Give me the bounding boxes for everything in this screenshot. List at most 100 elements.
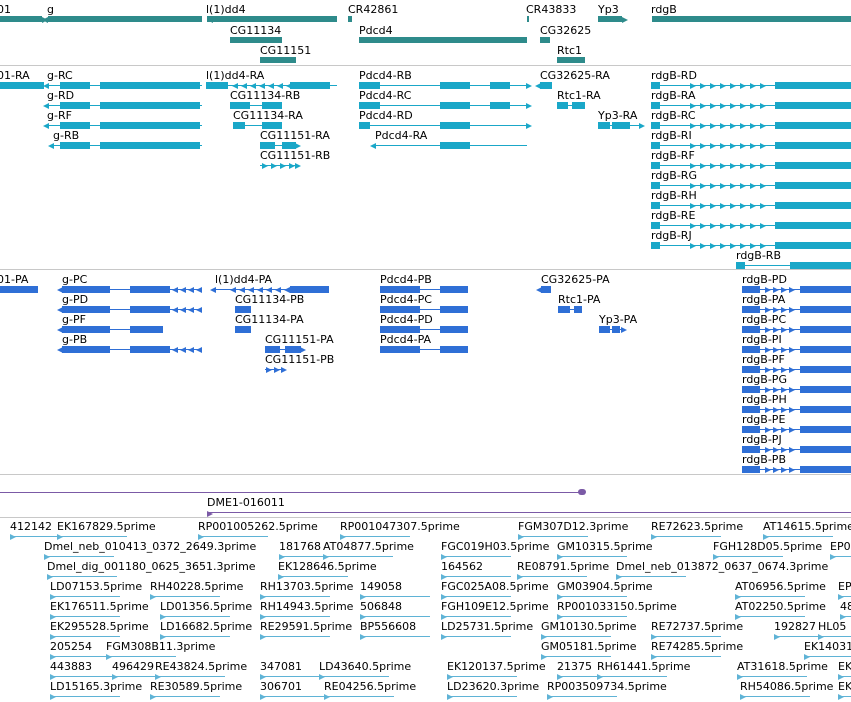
transcript-exon[interactable] bbox=[282, 142, 296, 149]
feature-label[interactable]: CG11151-PA bbox=[265, 333, 334, 346]
transcript-exon[interactable] bbox=[60, 122, 90, 129]
est-line[interactable] bbox=[50, 596, 120, 597]
transcript-exon[interactable] bbox=[598, 122, 610, 129]
protein-exon[interactable] bbox=[800, 286, 851, 293]
est-line[interactable] bbox=[160, 636, 230, 637]
feature-label[interactable]: RP001005262.5prime bbox=[198, 520, 318, 533]
feature-label[interactable]: 205254 bbox=[50, 640, 92, 653]
feature-label[interactable]: RE74285.5prime bbox=[651, 640, 744, 653]
feature-label[interactable]: RE43824.5prime bbox=[155, 660, 248, 673]
protein-exon[interactable] bbox=[800, 446, 851, 453]
protein-exon[interactable] bbox=[440, 326, 468, 333]
feature-label[interactable]: FGC025A08.5prime bbox=[441, 580, 549, 593]
protein-intron-line[interactable] bbox=[742, 309, 851, 310]
feature-label[interactable]: rdgB-RD bbox=[651, 69, 697, 82]
transcript-intron-line[interactable] bbox=[260, 145, 296, 146]
transcript-exon[interactable] bbox=[736, 262, 745, 269]
est-line[interactable] bbox=[557, 676, 627, 677]
transcript-exon[interactable] bbox=[206, 82, 228, 89]
transcript-exon[interactable] bbox=[775, 242, 851, 249]
feature-label[interactable]: l(1)dd4-RA bbox=[206, 69, 265, 82]
est-line[interactable] bbox=[340, 536, 410, 537]
feature-label[interactable]: Pdcd4-RB bbox=[359, 69, 412, 82]
transcript-exon[interactable] bbox=[775, 142, 851, 149]
feature-label[interactable]: rdgB-PG bbox=[742, 373, 787, 386]
transcript-exon[interactable] bbox=[290, 82, 330, 89]
protein-exon[interactable] bbox=[742, 286, 760, 293]
feature-label[interactable]: CG11151-PB bbox=[265, 353, 335, 366]
feature-label[interactable]: Dmel_neb_013872_0637_0674.3prime bbox=[616, 560, 829, 573]
est-line[interactable] bbox=[737, 676, 807, 677]
transcript-exon[interactable] bbox=[490, 102, 510, 109]
feature-label[interactable]: CG11134-RA bbox=[233, 109, 303, 122]
feature-label[interactable]: rdgB-RH bbox=[651, 189, 697, 202]
transcript-exon[interactable] bbox=[557, 102, 568, 109]
feature-label[interactable]: CG11134-PA bbox=[235, 313, 304, 326]
est-line[interactable] bbox=[47, 576, 117, 577]
est-line[interactable] bbox=[547, 696, 617, 697]
feature-label[interactable]: rdgB-RG bbox=[651, 169, 697, 182]
feature-label[interactable]: 164562 bbox=[441, 560, 483, 573]
protein-exon[interactable] bbox=[742, 346, 760, 353]
est-line[interactable] bbox=[50, 656, 120, 657]
est-line[interactable] bbox=[260, 696, 330, 697]
transcript-exon[interactable] bbox=[490, 82, 510, 89]
feature-label[interactable]: Yp3 bbox=[598, 3, 619, 16]
feature-label[interactable]: FGH128D05.5prime bbox=[713, 540, 823, 553]
est-line[interactable] bbox=[651, 636, 721, 637]
transcript-intron-line[interactable] bbox=[557, 105, 585, 106]
protein-exon[interactable] bbox=[62, 306, 110, 313]
transcript-exon[interactable] bbox=[359, 122, 370, 129]
transcript-exon[interactable] bbox=[260, 142, 275, 149]
feature-label[interactable]: GM05181.5prime bbox=[541, 640, 637, 653]
transcript-exon[interactable] bbox=[651, 202, 660, 209]
est-line[interactable] bbox=[150, 596, 220, 597]
protein-exon[interactable] bbox=[742, 366, 760, 373]
contig-line[interactable] bbox=[0, 492, 585, 493]
est-line[interactable] bbox=[360, 636, 430, 637]
feature-label[interactable]: LD25731.5prime bbox=[441, 620, 534, 633]
est-line[interactable] bbox=[323, 556, 393, 557]
feature-label[interactable]: g-RD bbox=[47, 89, 75, 102]
transcript-exon[interactable] bbox=[60, 142, 90, 149]
gene-glyph[interactable] bbox=[48, 16, 202, 22]
protein-intron-line[interactable] bbox=[558, 309, 582, 310]
protein-exon[interactable] bbox=[285, 346, 301, 353]
transcript-exon[interactable] bbox=[359, 102, 380, 109]
feature-label[interactable]: Yp3-RA bbox=[598, 109, 638, 122]
feature-label[interactable]: g-PF bbox=[62, 313, 86, 326]
transcript-exon[interactable] bbox=[100, 82, 200, 89]
feature-label[interactable]: g-PB bbox=[62, 333, 88, 346]
est-line[interactable] bbox=[447, 676, 517, 677]
protein-exon[interactable] bbox=[612, 326, 620, 333]
est-line[interactable] bbox=[518, 536, 588, 537]
feature-label[interactable]: HL05 bbox=[818, 620, 847, 633]
feature-label[interactable]: RE72623.5prime bbox=[651, 520, 744, 533]
feature-label[interactable]: Pdcd4-PA bbox=[380, 333, 432, 346]
est-line[interactable] bbox=[441, 596, 511, 597]
feature-label[interactable]: EK167829.5prime bbox=[57, 520, 156, 533]
protein-exon[interactable] bbox=[62, 326, 110, 333]
feature-label[interactable]: rdgB-PA bbox=[742, 293, 786, 306]
transcript-exon[interactable] bbox=[230, 102, 250, 109]
transcript-exon[interactable] bbox=[262, 102, 282, 109]
feature-label[interactable]: Pdcd4-RA bbox=[375, 129, 428, 142]
feature-label[interactable]: Pdcd4-RD bbox=[359, 109, 413, 122]
feature-label[interactable]: EK bbox=[838, 680, 851, 693]
gene-glyph[interactable] bbox=[207, 16, 337, 22]
transcript-exon[interactable] bbox=[100, 122, 200, 129]
feature-label[interactable]: rdgB-PH bbox=[742, 393, 787, 406]
feature-label[interactable]: Rtc1 bbox=[557, 44, 583, 57]
feature-label[interactable]: rdgB-RE bbox=[651, 209, 696, 222]
protein-intron-line[interactable] bbox=[742, 369, 851, 370]
transcript-exon[interactable] bbox=[790, 262, 851, 269]
transcript-exon[interactable] bbox=[60, 82, 90, 89]
protein-exon[interactable] bbox=[742, 326, 760, 333]
est-line[interactable] bbox=[740, 696, 810, 697]
protein-exon[interactable] bbox=[130, 346, 170, 353]
protein-intron-line[interactable] bbox=[742, 289, 851, 290]
protein-exon[interactable] bbox=[800, 346, 851, 353]
protein-exon[interactable] bbox=[800, 386, 851, 393]
feature-label[interactable]: g bbox=[47, 3, 54, 16]
est-line[interactable] bbox=[441, 576, 511, 577]
